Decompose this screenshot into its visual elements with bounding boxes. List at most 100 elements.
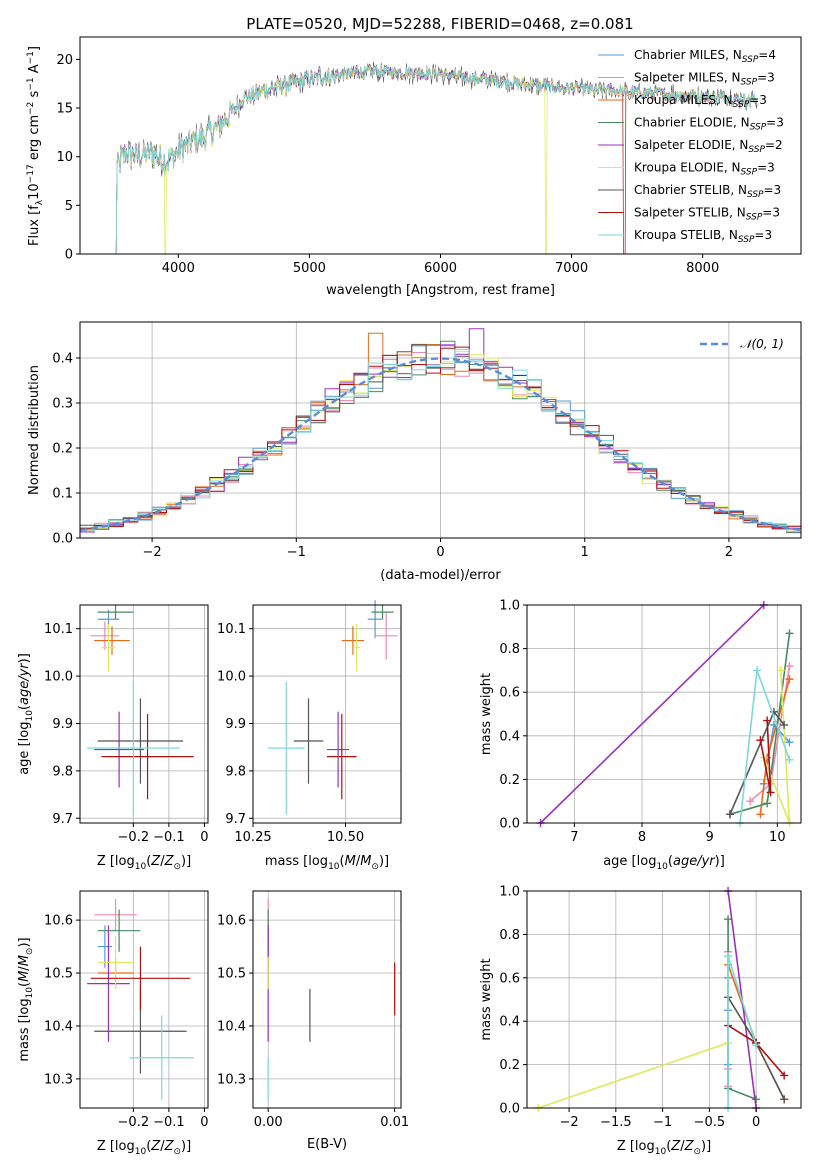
x-tick-label: 4000 bbox=[162, 261, 195, 276]
legend-entry: Chabrier ELODIE, NSSP=3 bbox=[634, 116, 784, 133]
label-part: M bbox=[360, 854, 371, 869]
weight-marker bbox=[785, 738, 794, 747]
legend-entry: Kroupa ELODIE, NSSP=3 bbox=[634, 161, 775, 178]
label-part: 10 bbox=[135, 862, 147, 872]
label-part: ⊙ bbox=[693, 1147, 701, 1157]
y-tick-label: 0.0 bbox=[499, 817, 520, 832]
weight-marker bbox=[785, 662, 794, 671]
label-part: ⊙ bbox=[371, 862, 379, 872]
label-part: / bbox=[680, 1139, 685, 1154]
label-part: Z bbox=[670, 1139, 681, 1154]
y-tick-label: 0.0 bbox=[499, 1102, 520, 1117]
weight-marker bbox=[763, 799, 772, 808]
legend-subscript: SSP bbox=[742, 55, 759, 65]
legend-subscript: SSP bbox=[750, 123, 767, 133]
plot-area-weight_vs_age bbox=[536, 601, 794, 827]
label-part: Z bbox=[164, 1139, 175, 1154]
label-part: 10 bbox=[655, 1147, 667, 1157]
x-tick-label: 0 bbox=[436, 545, 444, 560]
legend-value: =3 bbox=[766, 116, 784, 130]
label-part: s bbox=[27, 90, 42, 101]
axes-mass_vs_ebv: 0.00 0.01 10.3 10.4 10.5 10.6 bbox=[217, 890, 409, 1130]
legend-text: Salpeter MILES, N bbox=[634, 71, 741, 85]
y-tick-label: 0.0 bbox=[52, 532, 73, 547]
weight-marker bbox=[763, 716, 772, 725]
label-part: ( bbox=[17, 982, 32, 987]
label-part: ( bbox=[666, 1139, 671, 1154]
weight-line bbox=[537, 956, 729, 1109]
weight-marker bbox=[785, 675, 794, 684]
plot-area-residuals bbox=[79, 328, 802, 534]
label-part: ⊙ bbox=[173, 1147, 181, 1157]
x-tick-label: 8000 bbox=[686, 261, 719, 276]
y-tick-label: 10.5 bbox=[217, 967, 246, 982]
y-tick-label: 9.7 bbox=[52, 812, 73, 827]
label-part: Z [log bbox=[617, 1139, 655, 1154]
y-tick-label: 9.8 bbox=[52, 764, 73, 779]
plot-area-spectrum bbox=[115, 61, 758, 255]
weight-marker bbox=[785, 629, 794, 638]
weight-marker bbox=[725, 810, 734, 819]
label-part: 10 bbox=[328, 862, 340, 872]
legend-entry: Salpeter ELODIE, NSSP=2 bbox=[634, 138, 783, 155]
x-tick-label: −1 bbox=[653, 1115, 672, 1130]
label-part: Z bbox=[150, 854, 161, 869]
x-tick-label: 9 bbox=[706, 830, 714, 845]
x-tick-label: 1 bbox=[581, 545, 589, 560]
legend-entry: Chabrier MILES, NSSP=4 bbox=[634, 48, 776, 65]
x-tick-label: 10 bbox=[769, 830, 786, 845]
legend-entry: 𝒩(0, 1) bbox=[740, 337, 784, 351]
legend-text: Kroupa STELIB, N bbox=[634, 228, 738, 242]
legend-subscript: SSP bbox=[748, 145, 765, 155]
label-part: −2 bbox=[26, 102, 36, 115]
axes-mass_vs_Z: −0.2 −0.1 010.310.410.510.6Z [log10(Z/Z⊙)]… bbox=[17, 890, 209, 1157]
y-tick-label: 10.6 bbox=[44, 914, 73, 929]
y-tick-label: 0.4 bbox=[52, 352, 73, 367]
weight-marker bbox=[746, 797, 755, 806]
spectrum-line bbox=[115, 65, 758, 255]
x-axis-label: (data-model)/error bbox=[380, 568, 501, 583]
axes-frame bbox=[79, 604, 209, 824]
plot-area-age_vs_mass bbox=[267, 600, 398, 815]
label-part: 10 bbox=[25, 710, 35, 722]
label-part: )] bbox=[181, 1139, 191, 1154]
x-axis-label: Z [log10(Z/Z⊙)] bbox=[97, 854, 191, 872]
label-part: )] bbox=[701, 1139, 711, 1154]
y-tick-label: 10.5 bbox=[44, 967, 73, 982]
label-part: / bbox=[160, 1139, 165, 1154]
legend-value: =3 bbox=[764, 183, 782, 197]
weight-marker bbox=[785, 755, 794, 764]
axes-frame bbox=[252, 890, 402, 1109]
weight-line bbox=[539, 604, 765, 824]
label-part: 10 bbox=[135, 1147, 147, 1157]
label-part: age [log bbox=[603, 854, 656, 869]
axes-age_vs_Z: −0.2 −0.1 09.79.89.910.010.1Z [log10(Z/Z⊙)… bbox=[17, 604, 209, 872]
y-tick-label: 10.4 bbox=[44, 1019, 73, 1034]
y-tick-label: 9.8 bbox=[225, 764, 246, 779]
y-tick-label: 5 bbox=[65, 199, 73, 214]
label-part: λ bbox=[35, 199, 45, 205]
x-axis-label: E(B-V) bbox=[307, 1137, 347, 1152]
y-tick-label: 0.8 bbox=[499, 642, 520, 657]
legend-value: =3 bbox=[749, 93, 767, 107]
label-part: Z [log bbox=[97, 854, 135, 869]
y-tick-label: 0.4 bbox=[499, 1015, 520, 1030]
label-part: ( bbox=[17, 705, 32, 710]
y-tick-label: 0.6 bbox=[499, 971, 520, 986]
y-tick-label: 10.0 bbox=[217, 670, 246, 685]
legend-entry: Chabrier STELIB, NSSP=3 bbox=[634, 183, 781, 200]
y-tick-label: 1.0 bbox=[499, 885, 520, 900]
label-part: A bbox=[27, 64, 42, 77]
x-tick-label: −1 bbox=[287, 545, 306, 560]
label-part: Z bbox=[684, 1139, 695, 1154]
legend-text: Salpeter ELODIE, N bbox=[634, 138, 748, 152]
legend-text: Kroupa MILES, N bbox=[634, 93, 733, 107]
y-axis-label: age [log10(age/yr)] bbox=[17, 653, 35, 775]
legend-subscript: SSP bbox=[741, 78, 758, 88]
weight-marker bbox=[753, 666, 762, 675]
label-part: Flux [f bbox=[27, 205, 42, 246]
y-tick-label: 9.7 bbox=[225, 812, 246, 827]
